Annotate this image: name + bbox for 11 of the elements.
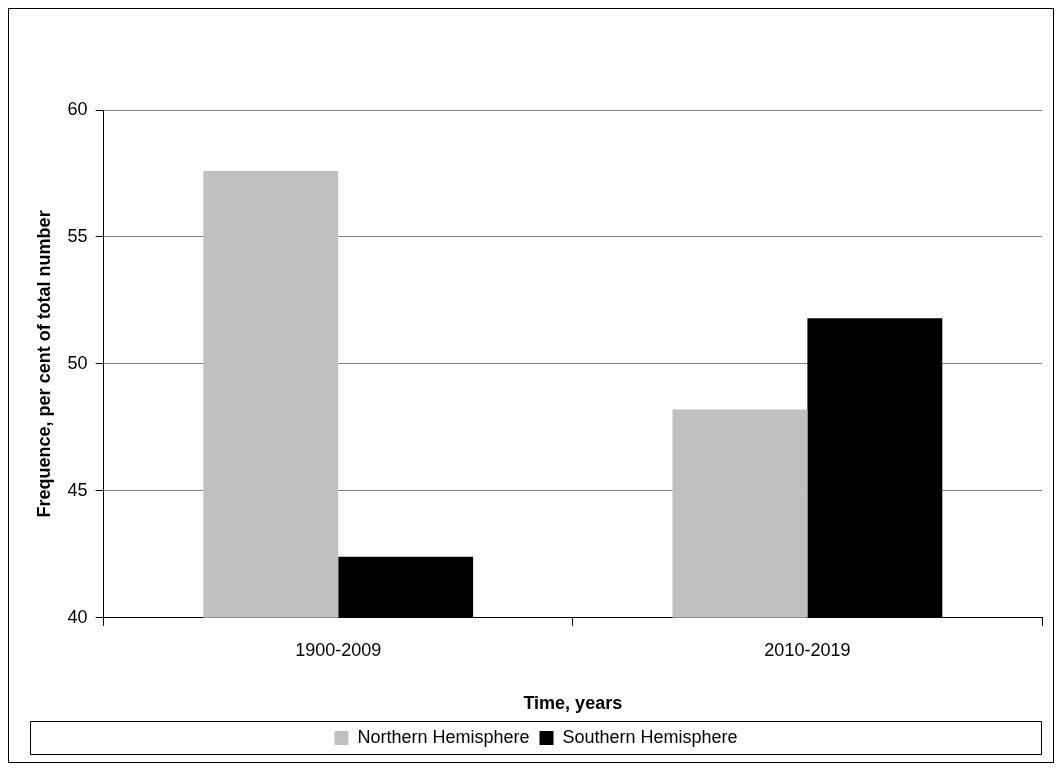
x-tick-label: 2010-2019: [764, 639, 851, 660]
y-tick-label: 60: [67, 98, 88, 119]
y-tick-label: 45: [67, 479, 88, 500]
y-tick-label: 40: [67, 606, 88, 627]
y-tick-label: 50: [67, 352, 88, 373]
y-tick-label: 55: [67, 225, 88, 246]
x-tick-label: 1900-2009: [295, 639, 382, 660]
y-axis-title: Frequence, per cent of total number: [33, 210, 54, 518]
x-axis-title: Time, years: [523, 693, 623, 714]
legend-label: Northern Hemisphere: [357, 726, 530, 747]
legend-label: Southern Hemisphere: [562, 726, 738, 747]
